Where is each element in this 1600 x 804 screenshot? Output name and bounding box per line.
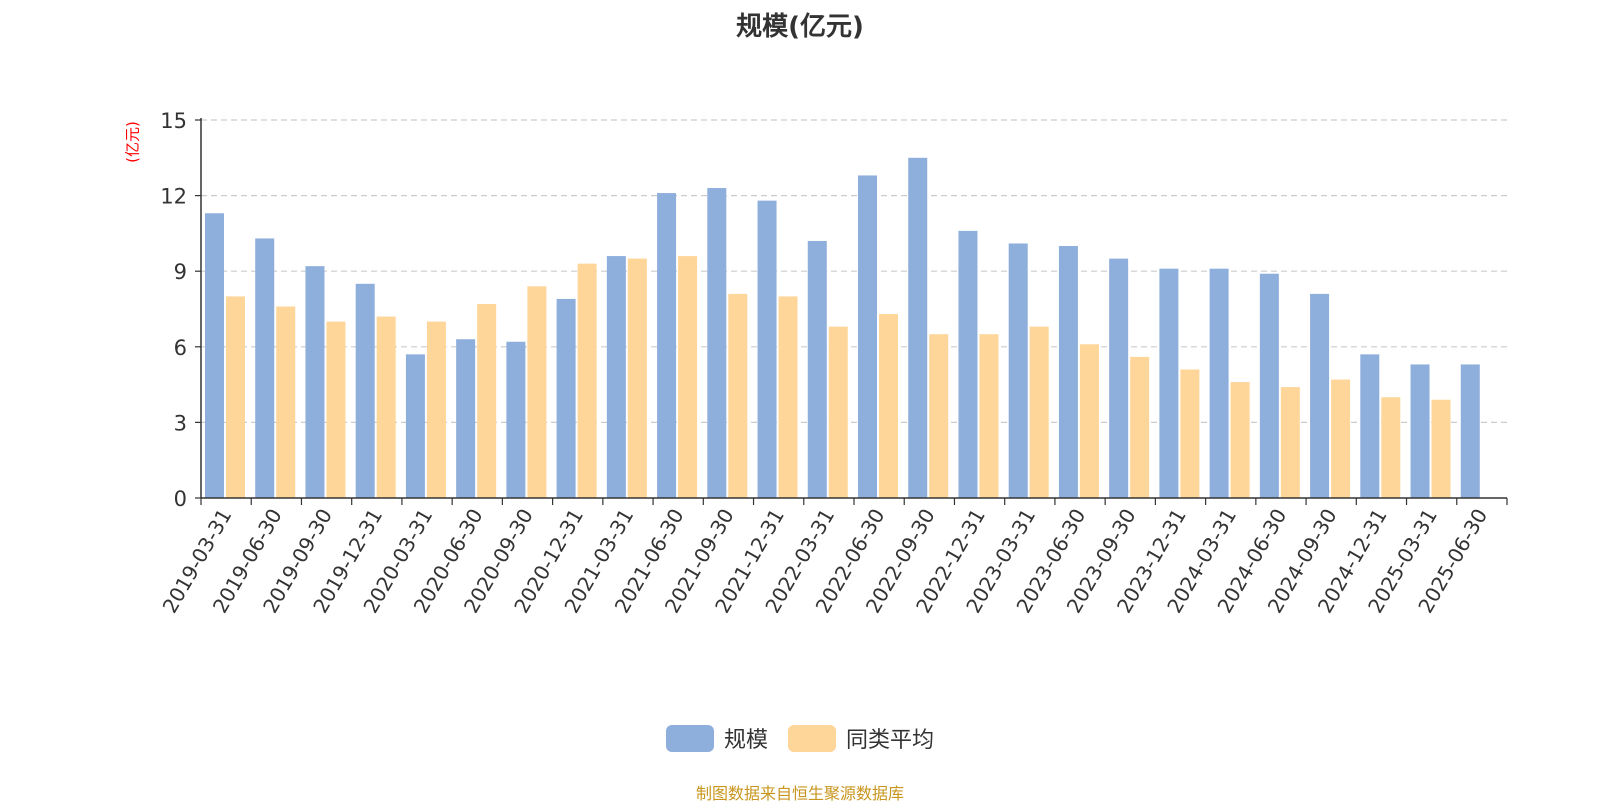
bar — [958, 230, 978, 498]
bar — [1280, 387, 1300, 498]
bar — [456, 339, 476, 498]
bar — [1230, 382, 1250, 498]
bar — [858, 175, 877, 498]
bar — [426, 321, 446, 498]
bar — [1109, 258, 1129, 498]
bar — [778, 296, 798, 498]
bar — [879, 314, 898, 498]
bar — [376, 316, 396, 498]
bar — [276, 306, 296, 498]
bar — [979, 334, 999, 498]
bar — [205, 213, 224, 499]
bar — [1029, 326, 1049, 498]
bar — [1130, 356, 1150, 498]
legend-swatch-peer-average — [788, 724, 836, 752]
bar — [1360, 354, 1380, 498]
legend-label-scale: 规模 — [723, 728, 768, 753]
bar — [405, 354, 425, 498]
y-tick-label: 3 — [174, 411, 187, 435]
bar — [627, 258, 647, 498]
y-tick-label: 0 — [174, 487, 187, 511]
y-tick-label: 6 — [174, 336, 187, 360]
bar — [1008, 243, 1028, 498]
bar — [305, 266, 325, 498]
bar — [556, 298, 576, 498]
bar — [1310, 293, 1330, 498]
bar — [477, 303, 497, 498]
bar — [728, 293, 748, 498]
bar — [657, 193, 677, 498]
bar — [707, 188, 727, 499]
legend-label-peer-average: 同类平均 — [846, 728, 935, 753]
bar — [1159, 268, 1179, 498]
bar — [1079, 344, 1099, 498]
bar — [757, 200, 777, 498]
bar — [326, 321, 346, 498]
legend-item-scale[interactable]: 规模 — [665, 722, 768, 754]
y-tick-label: 15 — [160, 109, 187, 133]
bar — [255, 238, 275, 498]
bar — [606, 256, 626, 498]
legend-swatch-scale — [665, 724, 714, 752]
bar — [929, 334, 949, 498]
bar — [506, 341, 526, 498]
y-tick-label: 9 — [174, 260, 187, 284]
bar — [1381, 397, 1401, 498]
bar — [1331, 379, 1351, 498]
y-tick-label: 12 — [160, 185, 187, 209]
bar — [1209, 268, 1229, 498]
legend: 规模 同类平均 — [0, 722, 1600, 754]
bar — [908, 157, 928, 499]
bar — [1180, 369, 1200, 498]
bar — [1410, 364, 1430, 498]
bars — [205, 157, 1480, 499]
bar — [807, 240, 827, 498]
bar — [355, 283, 375, 498]
bar — [1058, 246, 1078, 498]
bar — [1460, 364, 1480, 498]
bar — [828, 326, 848, 498]
bar — [577, 263, 597, 498]
bar — [226, 296, 245, 498]
chart-title: 规模(亿元) — [736, 12, 864, 42]
bar — [527, 286, 547, 498]
bar — [678, 256, 698, 498]
bar — [1431, 399, 1451, 498]
legend-item-peer-average[interactable]: 同类平均 — [788, 722, 934, 754]
bar — [1259, 273, 1279, 498]
grid-lines — [201, 119, 1507, 423]
source-note: 制图数据来自恒生聚源数据库 — [695, 784, 904, 803]
